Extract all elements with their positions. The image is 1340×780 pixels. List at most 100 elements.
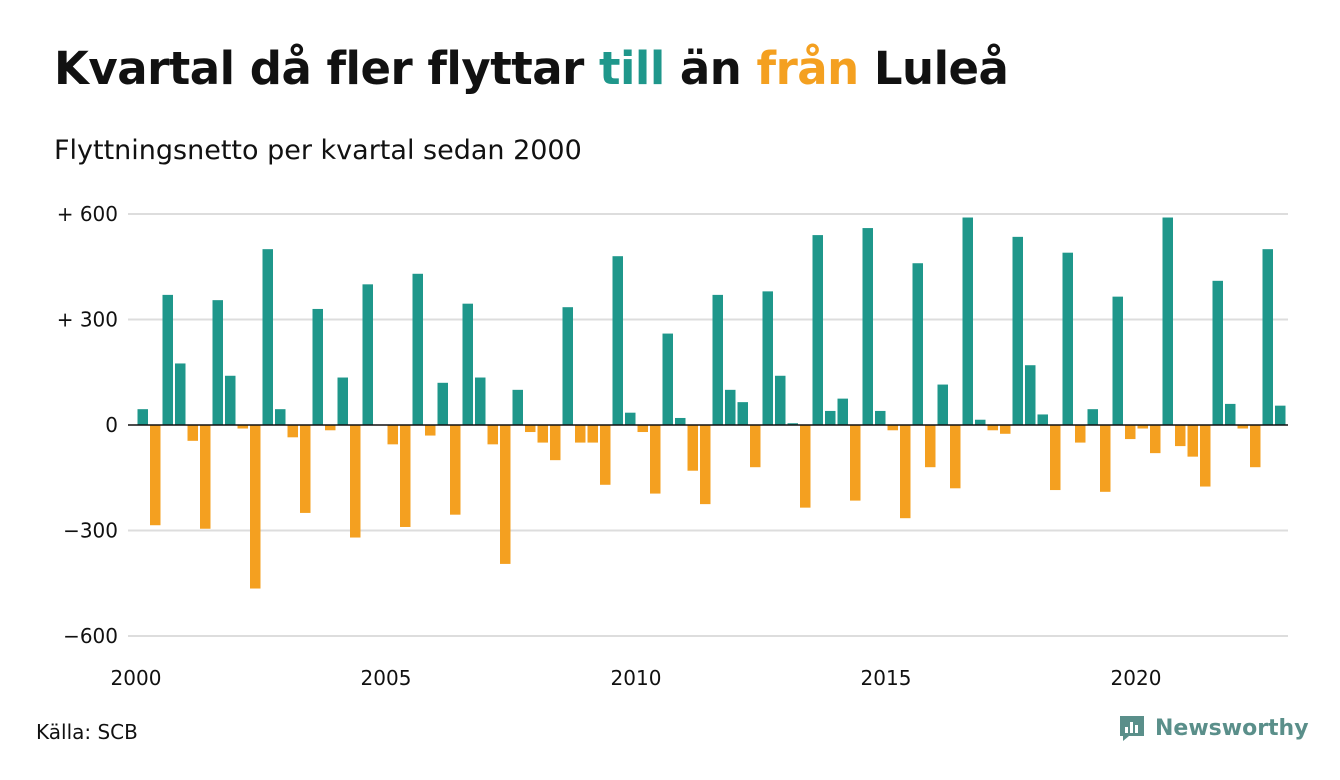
x-tick-label: 2005 xyxy=(361,666,412,690)
bar xyxy=(662,333,673,425)
bar xyxy=(612,256,623,425)
bar xyxy=(1050,425,1061,491)
bar xyxy=(837,398,848,425)
bar xyxy=(1062,252,1073,425)
bar xyxy=(775,375,786,425)
bar xyxy=(350,425,361,538)
bar xyxy=(1200,425,1211,487)
bar xyxy=(1150,425,1161,454)
y-tick-label: + 300 xyxy=(57,308,118,332)
bar xyxy=(562,307,573,425)
bar xyxy=(262,249,273,425)
bar xyxy=(912,263,923,425)
bar xyxy=(287,425,298,438)
bar xyxy=(1012,236,1023,425)
bar xyxy=(787,423,798,425)
bar xyxy=(487,425,498,445)
title-word-fran: från xyxy=(756,42,860,95)
bar xyxy=(387,425,398,445)
bar xyxy=(337,377,348,425)
bar xyxy=(687,425,698,471)
bar xyxy=(250,425,261,589)
bar xyxy=(825,410,836,425)
bar xyxy=(500,425,511,564)
bar xyxy=(462,303,473,425)
bar xyxy=(1250,425,1261,468)
bar xyxy=(900,425,911,519)
bar xyxy=(975,419,986,425)
bar xyxy=(850,425,861,501)
source-note: Källa: SCB xyxy=(36,720,138,744)
bar xyxy=(925,425,936,468)
bar xyxy=(212,300,223,425)
y-tick-label: + 600 xyxy=(57,202,118,226)
bar xyxy=(1212,280,1223,425)
bar xyxy=(1137,425,1148,429)
y-tick-label: 0 xyxy=(105,413,118,437)
bar xyxy=(1025,365,1036,425)
bar-chart: + 600 + 300 0 −300 −600 2000 2005 2010 2015 2020 xyxy=(57,202,1288,690)
bar xyxy=(812,235,823,425)
x-tick-label: 2015 xyxy=(861,666,912,690)
bar xyxy=(950,425,961,489)
bar xyxy=(650,425,661,494)
bar xyxy=(187,425,198,441)
bar xyxy=(300,425,311,513)
bars xyxy=(137,217,1286,589)
y-tick-label: −600 xyxy=(63,624,118,648)
bar xyxy=(750,425,761,468)
newsworthy-logo-icon xyxy=(1120,716,1144,741)
bar xyxy=(600,425,611,485)
bar xyxy=(412,273,423,425)
bar xyxy=(425,425,436,436)
bar xyxy=(937,384,948,425)
bar xyxy=(712,294,723,425)
bar xyxy=(237,425,248,429)
bar xyxy=(1075,425,1086,443)
bar xyxy=(362,284,373,425)
bar xyxy=(1175,425,1186,447)
bar xyxy=(550,425,561,461)
bar xyxy=(162,294,173,425)
bar xyxy=(225,375,236,425)
bar xyxy=(512,389,523,425)
bar xyxy=(437,382,448,425)
bar xyxy=(1000,425,1011,434)
title-part-2: än xyxy=(664,42,757,95)
chart-title: Kvartal då fler flyttar till än från Lul… xyxy=(54,42,1009,95)
x-tick-label: 2000 xyxy=(111,666,162,690)
y-tick-label: −300 xyxy=(63,519,118,543)
bar xyxy=(1112,296,1123,425)
bar xyxy=(725,389,736,425)
bar xyxy=(400,425,411,527)
bar xyxy=(1262,249,1273,425)
bar xyxy=(1125,425,1136,440)
bar xyxy=(1237,425,1248,429)
bar xyxy=(637,425,648,433)
title-part-1: Kvartal då fler flyttar xyxy=(54,42,599,95)
bar xyxy=(587,425,598,443)
bar xyxy=(987,425,998,431)
bar xyxy=(700,425,711,505)
bar xyxy=(1187,425,1198,457)
bar xyxy=(575,425,586,443)
x-tick-label: 2010 xyxy=(611,666,662,690)
bar xyxy=(1100,425,1111,492)
bar xyxy=(525,425,536,433)
bar xyxy=(137,409,148,425)
bar xyxy=(862,228,873,425)
bar xyxy=(200,425,211,529)
chart-subtitle: Flyttningsnetto per kvartal sedan 2000 xyxy=(54,135,582,166)
bar xyxy=(1225,403,1236,425)
bar xyxy=(625,412,636,425)
bar xyxy=(737,402,748,425)
bar xyxy=(312,308,323,425)
bar xyxy=(1037,414,1048,425)
bar xyxy=(475,377,486,425)
bar xyxy=(1162,217,1173,425)
bar xyxy=(800,425,811,508)
bar xyxy=(962,217,973,425)
title-word-till: till xyxy=(598,42,665,95)
bar xyxy=(887,425,898,431)
bar xyxy=(875,410,886,425)
